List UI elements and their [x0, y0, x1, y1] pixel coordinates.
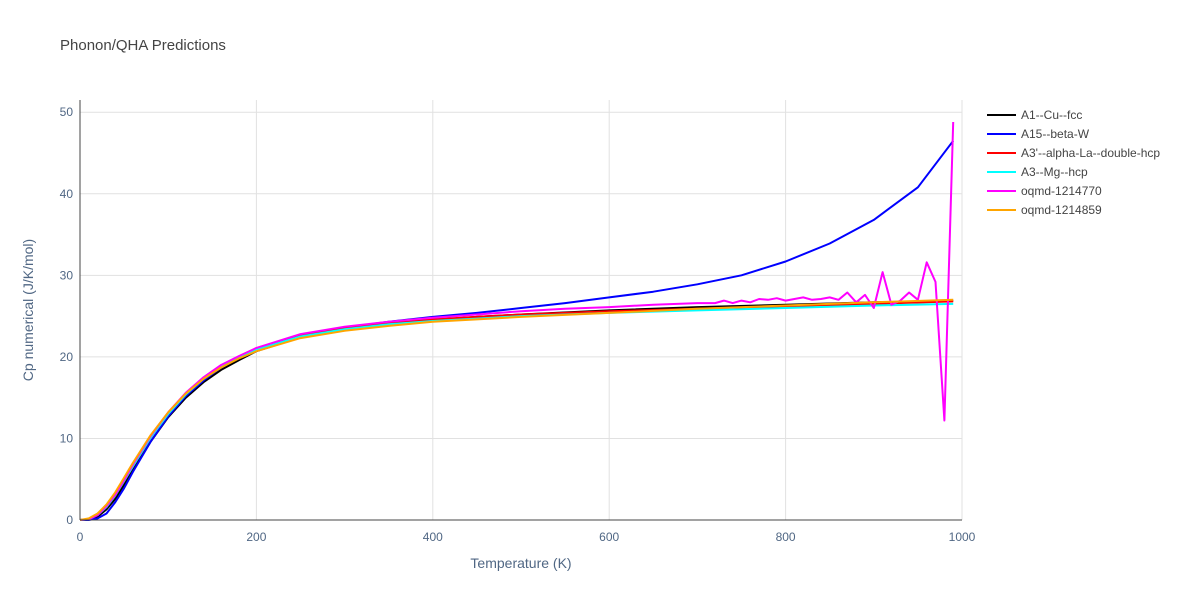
legend-label: oqmd-1214859 — [1021, 203, 1102, 217]
y-tick-label: 40 — [60, 187, 74, 201]
series-line-1 — [80, 140, 954, 521]
series-line-0 — [79, 299, 954, 521]
legend-label: A15--beta-W — [1021, 127, 1090, 141]
grid-lines — [80, 100, 963, 520]
legend-item[interactable]: A3--Mg--hcp — [987, 165, 1088, 179]
x-tick-label: 1000 — [949, 530, 976, 544]
series-line-5 — [79, 298, 954, 521]
axes — [79, 100, 962, 521]
legend-item[interactable]: oqmd-1214770 — [987, 184, 1102, 198]
series-line-2 — [79, 300, 954, 521]
legend-item[interactable]: oqmd-1214859 — [987, 203, 1102, 217]
legend-label: A3'--alpha-La--double-hcp — [1021, 146, 1160, 160]
x-axis-title: Temperature (K) — [470, 555, 571, 571]
x-tick-label: 800 — [776, 530, 796, 544]
x-tick-label: 200 — [246, 530, 266, 544]
x-tick-label: 600 — [599, 530, 619, 544]
series-layer — [79, 121, 955, 521]
series-line-4 — [79, 121, 955, 521]
chart-title: Phonon/QHA Predictions — [60, 37, 226, 54]
y-axis-title: Cp numerical (J/K/mol) — [20, 239, 36, 381]
y-tick-label: 50 — [60, 105, 74, 119]
legend-item[interactable]: A1--Cu--fcc — [987, 108, 1082, 122]
legend[interactable]: A1--Cu--fcc A15--beta-W A3'--alpha-La--dou… — [987, 108, 1160, 217]
legend-label: A3--Mg--hcp — [1021, 165, 1088, 179]
series-line-3 — [79, 302, 954, 521]
legend-label: oqmd-1214770 — [1021, 184, 1102, 198]
x-tick-label: 0 — [77, 530, 84, 544]
x-tick-label: 400 — [423, 530, 443, 544]
y-tick-label: 10 — [60, 431, 74, 445]
legend-label: A1--Cu--fcc — [1021, 108, 1082, 122]
y-tick-label: 20 — [60, 350, 74, 364]
tick-labels: 0 200 400 600 800 1000 0 10 20 30 40 50 — [60, 105, 976, 544]
legend-item[interactable]: A15--beta-W — [987, 127, 1090, 141]
y-tick-label: 0 — [66, 513, 73, 527]
y-tick-label: 30 — [60, 268, 74, 282]
legend-item[interactable]: A3'--alpha-La--double-hcp — [987, 146, 1160, 160]
